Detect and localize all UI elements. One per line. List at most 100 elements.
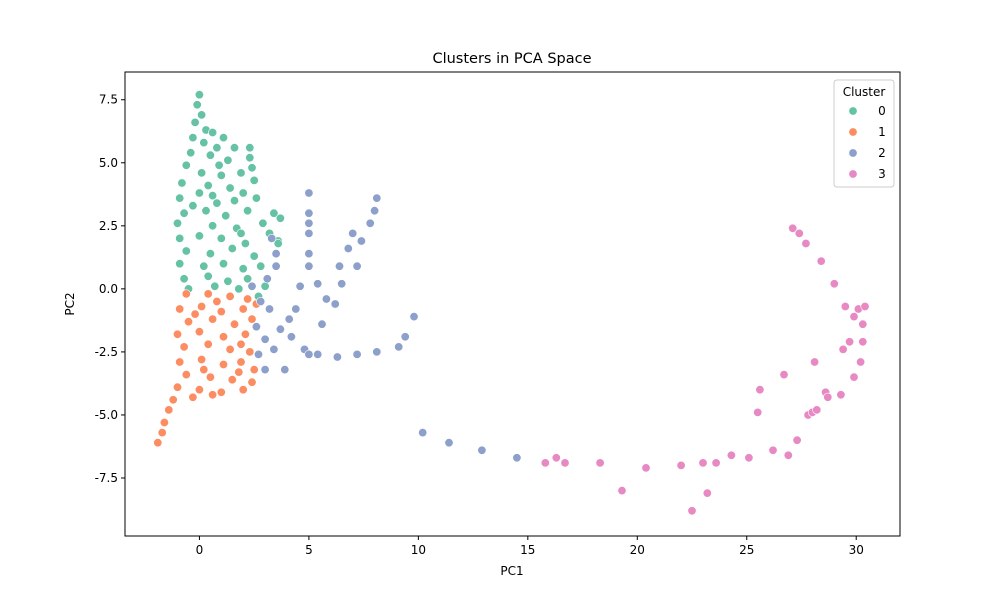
cluster-1-point — [240, 329, 250, 339]
cluster-2-point — [365, 218, 375, 228]
cluster-0-point — [227, 244, 237, 254]
cluster-0-point — [249, 251, 259, 261]
cluster-3-point — [744, 453, 754, 463]
y-tick-label: -2.5 — [95, 345, 118, 359]
cluster-3-point — [836, 390, 846, 400]
cluster-3-point — [779, 370, 789, 380]
legend-box — [833, 79, 895, 188]
cluster-0-point — [181, 160, 191, 170]
cluster-2-point — [251, 322, 261, 332]
cluster-2-point — [304, 228, 314, 238]
cluster-0-point — [245, 153, 255, 163]
cluster-2-point — [372, 193, 382, 203]
cluster-0-point — [251, 193, 261, 203]
cluster-3-point — [858, 319, 868, 329]
x-tick-label: 5 — [305, 543, 313, 557]
x-tick-label: 15 — [520, 543, 535, 557]
cluster-0-point — [258, 218, 268, 228]
cluster-0-point — [188, 133, 198, 143]
cluster-2-point — [275, 324, 285, 334]
cluster-0-point — [247, 163, 257, 173]
cluster-0-point — [173, 218, 183, 228]
axes-layer: 0 5 10 15 20 25 30 -7.5 -5.0 -2.5 0.0 2.5 5.0 7.5 — [95, 93, 864, 557]
cluster-1-point — [236, 357, 246, 367]
cluster-2-point — [400, 332, 410, 342]
cluster-1-point — [208, 314, 218, 324]
points-layer — [153, 90, 870, 516]
cluster-3-point — [812, 405, 822, 415]
cluster-2-point — [444, 438, 454, 448]
cluster-2-point — [269, 344, 279, 354]
cluster-0-point — [192, 100, 202, 110]
cluster-2-point — [280, 365, 290, 375]
cluster-0-point — [188, 201, 198, 211]
cluster-1-point — [219, 359, 229, 369]
cluster-0-point — [238, 264, 248, 274]
cluster-0-point — [197, 168, 207, 178]
cluster-0-point — [179, 208, 189, 218]
cluster-1-point — [234, 367, 244, 377]
cluster-1-point — [173, 382, 183, 392]
legend-label-0: 0 — [878, 104, 886, 118]
cluster-1-point — [208, 390, 218, 400]
cluster-1-point — [197, 354, 207, 364]
cluster-1-point — [181, 289, 191, 299]
cluster-1-point — [225, 291, 235, 301]
legend-marker-3 — [848, 169, 858, 179]
x-tick-label: 30 — [849, 543, 864, 557]
cluster-0-point — [223, 155, 233, 165]
cluster-0-point — [175, 233, 185, 243]
cluster-0-point — [216, 233, 226, 243]
y-tick-label: 7.5 — [99, 93, 118, 107]
cluster-2-point — [409, 312, 419, 322]
legend-entries: 0 1 2 3 — [848, 104, 886, 181]
cluster-1-point — [175, 357, 185, 367]
cluster-3-point — [551, 453, 561, 463]
cluster-1-point — [243, 294, 253, 304]
cluster-2-point — [356, 236, 366, 246]
cluster-0-point — [243, 206, 253, 216]
cluster-0-point — [181, 246, 191, 256]
cluster-0-point — [201, 206, 211, 216]
cluster-2-point — [284, 314, 294, 324]
cluster-2-point — [271, 261, 281, 271]
cluster-0-point — [245, 143, 255, 153]
cluster-3-point — [540, 458, 550, 468]
chart-title: Clusters in PCA Space — [432, 51, 591, 67]
cluster-2-point — [271, 249, 281, 259]
cluster-1-point — [236, 339, 246, 349]
cluster-3-point — [816, 256, 826, 266]
cluster-1-point — [197, 301, 207, 311]
cluster-0-point — [230, 143, 240, 153]
cluster-1-point — [188, 392, 198, 402]
cluster-1-point — [194, 327, 204, 337]
cluster-3-point — [676, 460, 686, 470]
cluster-3-point — [711, 458, 721, 468]
cluster-2-point — [304, 218, 314, 228]
cluster-3-point — [595, 458, 605, 468]
cluster-1-point — [247, 377, 257, 387]
cluster-3-point — [560, 458, 570, 468]
cluster-2-point — [370, 206, 380, 216]
cluster-1-point — [247, 314, 257, 324]
legend-marker-1 — [848, 127, 858, 137]
cluster-2-point — [291, 304, 301, 314]
cluster-0-point — [205, 150, 215, 160]
cluster-0-point — [273, 239, 283, 249]
cluster-3-point — [838, 344, 848, 354]
y-tick-label: -7.5 — [95, 471, 118, 485]
cluster-2-point — [334, 261, 344, 271]
cluster-2-point — [304, 261, 314, 271]
cluster-0-point — [219, 133, 229, 143]
cluster-0-point — [208, 221, 218, 231]
cluster-0-point — [236, 168, 246, 178]
cluster-0-point — [214, 160, 224, 170]
y-tick-label: 5.0 — [99, 156, 118, 170]
cluster-2-point — [330, 299, 340, 309]
cluster-2-point — [313, 279, 323, 289]
legend-title: Cluster — [843, 85, 886, 99]
cluster-3-point — [753, 407, 763, 417]
cluster-0-point — [199, 138, 209, 148]
cluster-3-point — [788, 223, 798, 233]
